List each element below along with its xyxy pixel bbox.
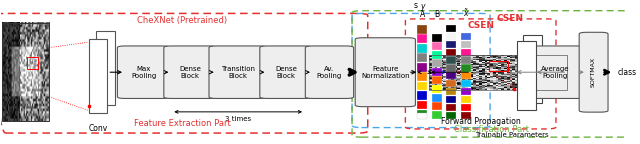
Bar [432,111,442,119]
FancyBboxPatch shape [517,41,536,110]
Bar [461,96,471,103]
Text: Feature Extraction Part: Feature Extraction Part [134,119,230,128]
Bar [417,110,428,119]
Bar [417,91,428,100]
Bar [446,41,456,48]
Bar [446,25,456,32]
Bar [461,49,471,56]
Bar [446,72,456,79]
Text: Conv: Conv [88,124,108,133]
Text: s: s [414,1,418,10]
Bar [432,68,442,76]
Text: Forward Propagation: Forward Propagation [441,116,520,126]
Text: class: class [618,68,637,77]
Bar [461,111,471,119]
Text: A: A [420,10,425,19]
Bar [27,57,38,69]
Bar [461,80,471,87]
Bar [417,34,428,43]
Bar [446,88,456,95]
Text: Trainable Parameters: Trainable Parameters [476,132,549,138]
Text: Transition
Block: Transition Block [221,66,255,79]
Bar [461,88,471,95]
FancyBboxPatch shape [117,46,170,98]
Bar [446,104,456,111]
Text: CheXNet (Pretrained): CheXNet (Pretrained) [137,16,227,25]
FancyBboxPatch shape [355,38,415,107]
Bar [489,61,508,71]
Text: B: B [434,10,439,19]
Text: CSEN: CSEN [467,21,494,30]
Text: Max
Pooling: Max Pooling [131,66,156,79]
FancyBboxPatch shape [524,35,542,103]
Bar [432,102,442,110]
Bar [432,85,442,93]
Bar [429,55,567,90]
Text: Dense
Block: Dense Block [275,66,297,79]
Text: y: y [420,2,424,11]
Bar [461,64,471,72]
Text: CSEN: CSEN [497,14,524,23]
FancyBboxPatch shape [260,46,312,98]
Bar [461,41,471,48]
Bar [417,25,428,34]
Text: Average
Pooling: Average Pooling [541,66,570,79]
Text: Av.
Pooling: Av. Pooling [317,66,342,79]
Bar [432,94,442,102]
FancyBboxPatch shape [164,46,216,98]
Bar [417,72,428,81]
Text: Dense
Block: Dense Block [179,66,201,79]
Bar [432,59,442,67]
Bar [3,23,49,121]
Bar [461,25,471,32]
Text: Classification Part: Classification Part [454,125,529,134]
FancyBboxPatch shape [209,46,267,98]
Text: Feature
Normalization: Feature Normalization [361,66,410,79]
Text: $\tilde{x}$: $\tilde{x}$ [463,7,470,19]
Bar [432,25,442,33]
Bar [432,76,442,84]
Bar [446,80,456,87]
FancyBboxPatch shape [579,32,608,112]
Bar [432,51,442,59]
Bar [461,33,471,40]
Bar [417,53,428,62]
Bar [446,56,456,64]
Bar [446,33,456,40]
Bar [446,111,456,119]
Bar [461,56,471,64]
Bar [417,63,428,72]
Bar [446,49,456,56]
FancyBboxPatch shape [527,46,584,98]
Bar [446,64,456,72]
FancyBboxPatch shape [96,31,115,105]
Bar [417,101,428,109]
Bar [461,72,471,79]
Text: SOFTMAX: SOFTMAX [591,57,596,87]
FancyBboxPatch shape [88,39,108,113]
Bar [461,104,471,111]
Bar [446,96,456,103]
Bar [432,42,442,50]
Bar [417,82,428,90]
Bar [417,113,428,119]
Bar [417,44,428,53]
FancyBboxPatch shape [305,46,354,98]
Text: 3 times: 3 times [225,116,252,122]
Bar [432,34,442,41]
